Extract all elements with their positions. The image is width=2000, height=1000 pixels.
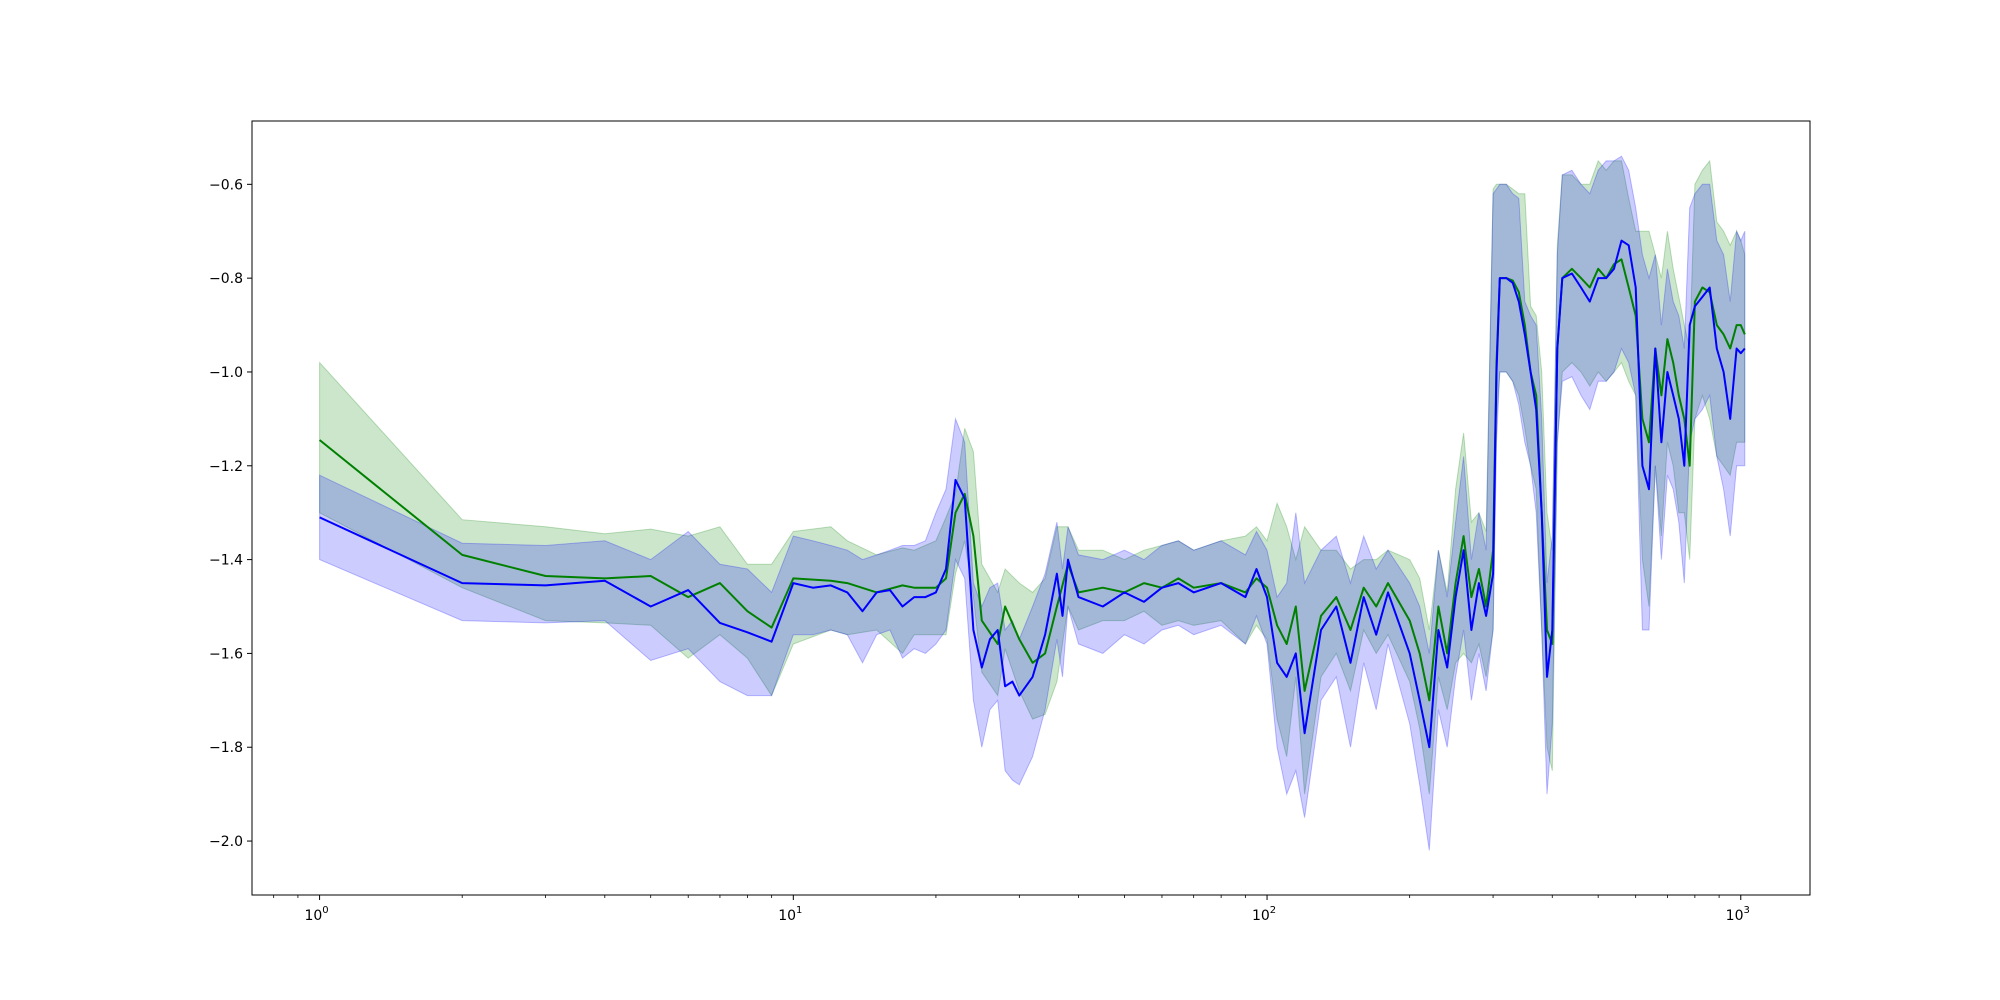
x-tick-label: 102 bbox=[1252, 905, 1276, 924]
x-tick-base: 10 bbox=[1726, 908, 1744, 924]
plot-area bbox=[318, 155, 1746, 851]
y-tick-label: −1.6 bbox=[209, 646, 243, 662]
x-tick-exponent: 2 bbox=[1270, 905, 1276, 916]
x-tick-label: 100 bbox=[304, 905, 328, 924]
series-1-band bbox=[319, 159, 1746, 795]
series-2-band bbox=[319, 155, 1746, 851]
y-tick-label: −1.4 bbox=[209, 553, 243, 569]
y-tick-label: −1.8 bbox=[209, 740, 243, 756]
y-tick-label: −1.0 bbox=[209, 365, 243, 381]
series-group bbox=[318, 155, 1746, 851]
series-1-line bbox=[318, 258, 1746, 702]
x-tick-label: 103 bbox=[1726, 905, 1750, 924]
y-tick-label: −2.0 bbox=[209, 834, 243, 850]
x-tick-base: 10 bbox=[778, 908, 796, 924]
x-tick-exponent: 3 bbox=[1744, 905, 1750, 916]
x-tick-exponent: 1 bbox=[796, 905, 802, 916]
x-tick-base: 10 bbox=[1252, 908, 1270, 924]
series-2-line bbox=[319, 239, 1746, 749]
y-tick-label: −0.8 bbox=[209, 271, 243, 287]
y-tick-label: −1.2 bbox=[209, 459, 243, 475]
x-tick-base: 10 bbox=[304, 908, 322, 924]
x-tick-label: 101 bbox=[778, 905, 802, 924]
plot-frame bbox=[251, 120, 1811, 896]
x-tick-exponent: 0 bbox=[322, 905, 328, 916]
y-tick-label: −0.6 bbox=[209, 177, 243, 193]
